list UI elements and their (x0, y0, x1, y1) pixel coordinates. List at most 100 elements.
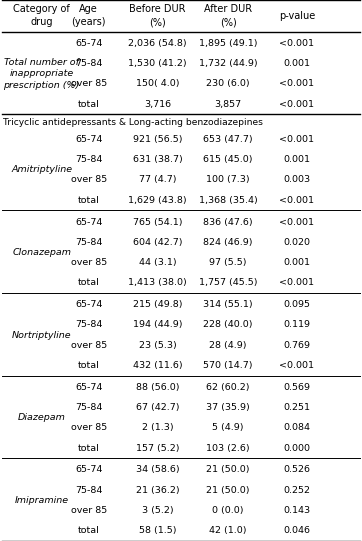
Text: 0.526: 0.526 (283, 465, 310, 474)
Text: 631 (38.7): 631 (38.7) (132, 155, 182, 164)
Text: 88 (56.0): 88 (56.0) (136, 383, 179, 392)
Text: total: total (78, 196, 100, 204)
Text: 0.569: 0.569 (283, 383, 310, 392)
Text: 0.252: 0.252 (283, 486, 310, 495)
Text: <0.001: <0.001 (279, 100, 314, 109)
Text: 836 (47.6): 836 (47.6) (203, 217, 253, 227)
Text: 824 (46.9): 824 (46.9) (203, 238, 253, 247)
Text: 65-74: 65-74 (75, 217, 102, 227)
Text: Before DUR
(%): Before DUR (%) (129, 4, 186, 28)
Text: 604 (42.7): 604 (42.7) (133, 238, 182, 247)
Text: 75-84: 75-84 (75, 403, 102, 412)
Text: 44 (3.1): 44 (3.1) (139, 258, 176, 267)
Text: over 85: over 85 (71, 506, 107, 515)
Text: over 85: over 85 (71, 424, 107, 432)
Text: Amitriptyline: Amitriptyline (11, 166, 72, 174)
Text: <0.001: <0.001 (279, 80, 314, 88)
Text: Diazepam: Diazepam (18, 413, 66, 423)
Text: 21 (50.0): 21 (50.0) (206, 486, 250, 495)
Text: 0.000: 0.000 (283, 444, 310, 453)
Text: After DUR
(%): After DUR (%) (204, 4, 252, 28)
Text: 653 (47.7): 653 (47.7) (203, 135, 253, 144)
Text: 921 (56.5): 921 (56.5) (133, 135, 182, 144)
Text: total: total (78, 100, 100, 109)
Text: Nortriptyline: Nortriptyline (12, 331, 71, 340)
Text: 103 (2.6): 103 (2.6) (206, 444, 250, 453)
Text: 3,857: 3,857 (215, 100, 241, 109)
Text: 0.020: 0.020 (283, 238, 310, 247)
Text: 2 (1.3): 2 (1.3) (142, 424, 173, 432)
Text: 65-74: 65-74 (75, 383, 102, 392)
Text: over 85: over 85 (71, 175, 107, 184)
Text: <0.001: <0.001 (279, 361, 314, 370)
Text: 23 (5.3): 23 (5.3) (139, 341, 176, 350)
Text: 228 (40.0): 228 (40.0) (203, 320, 253, 329)
Text: 0.001: 0.001 (283, 258, 310, 267)
Text: Age
(years): Age (years) (71, 4, 106, 28)
Text: 1,757 (45.5): 1,757 (45.5) (199, 279, 257, 287)
Text: 1,530 (41.2): 1,530 (41.2) (128, 59, 187, 68)
Text: total: total (78, 526, 100, 536)
Text: 0.095: 0.095 (283, 300, 310, 309)
Text: 34 (58.6): 34 (58.6) (136, 465, 179, 474)
Text: 2,036 (54.8): 2,036 (54.8) (128, 39, 187, 48)
Text: 615 (45.0): 615 (45.0) (203, 155, 253, 164)
Text: 28 (4.9): 28 (4.9) (209, 341, 247, 350)
Text: p-value: p-value (279, 11, 315, 21)
Text: 0.001: 0.001 (283, 59, 310, 68)
Text: over 85: over 85 (71, 258, 107, 267)
Text: 75-84: 75-84 (75, 486, 102, 495)
Text: 65-74: 65-74 (75, 465, 102, 474)
Text: 150( 4.0): 150( 4.0) (136, 80, 179, 88)
Text: 3 (5.2): 3 (5.2) (142, 506, 173, 515)
Text: 0.001: 0.001 (283, 155, 310, 164)
Text: 5 (4.9): 5 (4.9) (212, 424, 244, 432)
Text: 194 (44.9): 194 (44.9) (133, 320, 182, 329)
Text: 42 (1.0): 42 (1.0) (209, 526, 247, 536)
Text: 0.251: 0.251 (283, 403, 310, 412)
Text: 75-84: 75-84 (75, 155, 102, 164)
Text: 432 (11.6): 432 (11.6) (132, 361, 182, 370)
Text: 765 (54.1): 765 (54.1) (133, 217, 182, 227)
Text: Imipramine: Imipramine (14, 496, 69, 505)
Text: 1,895 (49.1): 1,895 (49.1) (199, 39, 257, 48)
Text: 75-84: 75-84 (75, 320, 102, 329)
Text: 314 (55.1): 314 (55.1) (203, 300, 253, 309)
Text: Clonazepam: Clonazepam (12, 248, 71, 257)
Text: 230 (6.0): 230 (6.0) (206, 80, 250, 88)
Text: 1,732 (44.9): 1,732 (44.9) (199, 59, 257, 68)
Text: <0.001: <0.001 (279, 39, 314, 48)
Text: 0.046: 0.046 (283, 526, 310, 536)
Text: <0.001: <0.001 (279, 135, 314, 144)
Text: 0.769: 0.769 (283, 341, 310, 350)
Text: <0.001: <0.001 (279, 196, 314, 204)
Text: 1,368 (35.4): 1,368 (35.4) (199, 196, 257, 204)
Text: total: total (78, 279, 100, 287)
Text: Tricyclic antidepressants & Long-acting benzodiazepines: Tricyclic antidepressants & Long-acting … (3, 118, 263, 127)
Text: 570 (14.7): 570 (14.7) (203, 361, 253, 370)
Text: Total number of
inappropriate
prescription (%): Total number of inappropriate prescripti… (4, 58, 80, 90)
Text: 97 (5.5): 97 (5.5) (209, 258, 247, 267)
Text: 75-84: 75-84 (75, 238, 102, 247)
Text: 0.003: 0.003 (283, 175, 310, 184)
Text: over 85: over 85 (71, 80, 107, 88)
Text: 65-74: 65-74 (75, 135, 102, 144)
Text: 1,413 (38.0): 1,413 (38.0) (128, 279, 187, 287)
Text: 0.143: 0.143 (283, 506, 310, 515)
Text: total: total (78, 361, 100, 370)
Text: 21 (36.2): 21 (36.2) (136, 486, 179, 495)
Text: 75-84: 75-84 (75, 59, 102, 68)
Text: 0.119: 0.119 (283, 320, 310, 329)
Text: 65-74: 65-74 (75, 39, 102, 48)
Text: <0.001: <0.001 (279, 217, 314, 227)
Text: 37 (35.9): 37 (35.9) (206, 403, 250, 412)
Text: <0.001: <0.001 (279, 279, 314, 287)
Text: 1,629 (43.8): 1,629 (43.8) (128, 196, 187, 204)
Text: 157 (5.2): 157 (5.2) (136, 444, 179, 453)
Text: 3,716: 3,716 (144, 100, 171, 109)
Text: Category of
drug: Category of drug (13, 4, 70, 28)
Text: 67 (42.7): 67 (42.7) (136, 403, 179, 412)
Text: 77 (4.7): 77 (4.7) (139, 175, 176, 184)
Text: 215 (49.8): 215 (49.8) (133, 300, 182, 309)
Text: 100 (7.3): 100 (7.3) (206, 175, 250, 184)
